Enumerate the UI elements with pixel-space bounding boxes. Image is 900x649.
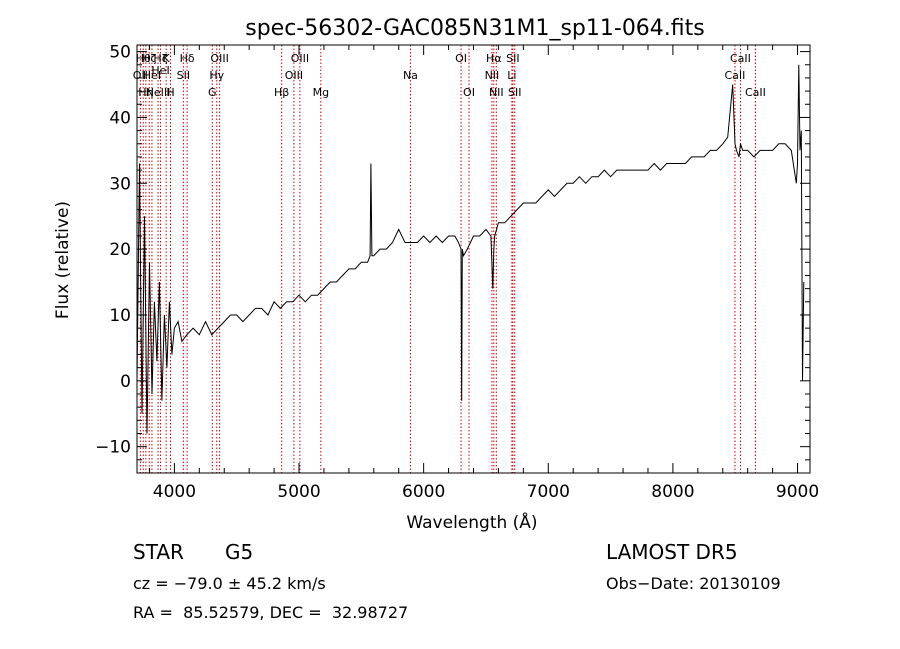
spectrum-line — [136, 64, 805, 434]
object-class: STAR — [133, 540, 184, 564]
line-marker-label-10: Hδ — [180, 52, 195, 65]
line-marker-label-25: SII — [506, 52, 519, 65]
x-axis-label: Wavelength (Å) — [406, 511, 537, 533]
line-marker-label-7: K — [163, 52, 171, 65]
redshift-readout: cz = −79.0 ± 45.2 km/s — [133, 574, 326, 593]
line-markers — [139, 45, 756, 473]
line-marker-label-4: HeI — [143, 69, 161, 82]
line-marker-label-28: CaII — [730, 52, 751, 65]
line-marker-label-12: Hγ — [209, 69, 224, 82]
coordinates-readout: RA = 85.52579, DEC = 32.98727 — [133, 603, 409, 622]
line-marker-label-27: CaII — [725, 69, 746, 82]
line-marker-label-11: G — [208, 86, 217, 99]
obs-date-readout: Obs−Date: 20130109 — [606, 574, 781, 593]
line-marker-label-16: OIII — [291, 52, 309, 65]
object-subclass: G5 — [225, 540, 254, 564]
spectrum-line-group — [136, 64, 805, 434]
line-marker-label-24: Li — [507, 69, 516, 82]
plot-frame — [136, 44, 811, 474]
survey-name: LAMOST DR5 — [606, 540, 738, 564]
line-marker-label-2: Hη — [138, 86, 153, 99]
x-tick-label: 7000 — [527, 482, 570, 502]
line-marker-label-9: SII — [177, 69, 190, 82]
x-tick-label: 4000 — [153, 482, 196, 502]
line-marker-label-6: Hζ — [153, 52, 167, 65]
line-marker-label-23: NII — [489, 86, 504, 99]
line-marker-label-8: H — [166, 86, 174, 99]
y-tick-label: 40 — [109, 108, 131, 128]
y-tick-label: 20 — [109, 240, 131, 260]
line-marker-label-6: HeI — [151, 64, 169, 77]
y-tick-label: 50 — [109, 43, 131, 63]
line-marker-label-5: NeIII — [146, 86, 171, 99]
line-marker-label-20: OI — [463, 86, 475, 99]
line-marker-label-17: Mg — [313, 86, 329, 99]
x-tick-label: 9000 — [776, 482, 819, 502]
line-marker-label-18: Na — [403, 69, 418, 82]
line-marker-labels: OIIHθHηHζHeINeIIIHζHeIKHSIIHδGHγOIIIHβOI… — [133, 52, 766, 99]
x-axis: 4000 5000 6000 7000 8000 9000 — [148, 45, 819, 502]
line-marker-label-15: OIII — [285, 69, 303, 82]
line-marker-label-29: CaII — [745, 86, 766, 99]
line-marker-label-19: OI — [455, 52, 467, 65]
line-marker-label-22: Hα — [486, 52, 502, 65]
line-marker-label-13: OIII — [210, 52, 228, 65]
y-axis-label: Flux (relative) — [53, 201, 73, 319]
y-tick-label: 30 — [109, 174, 131, 194]
line-marker-label-1: Hθ — [136, 52, 151, 65]
x-tick-label: 6000 — [402, 482, 445, 502]
line-marker-label-21: NII — [485, 69, 500, 82]
y-tick-label: 10 — [109, 306, 131, 326]
line-marker-label-3: Hζ — [142, 52, 156, 65]
x-tick-label: 8000 — [651, 482, 694, 502]
chart-title: spec-56302-GAC085N31M1_sp11-064.fits — [245, 16, 705, 41]
y-tick-label: −10 — [95, 438, 131, 458]
line-marker-label-26: SII — [508, 86, 521, 99]
y-tick-label: 0 — [120, 372, 131, 392]
y-axis: −10 0 10 20 30 40 50 — [95, 43, 810, 474]
line-marker-label-14: Hβ — [274, 86, 289, 99]
x-tick-label: 5000 — [277, 482, 320, 502]
